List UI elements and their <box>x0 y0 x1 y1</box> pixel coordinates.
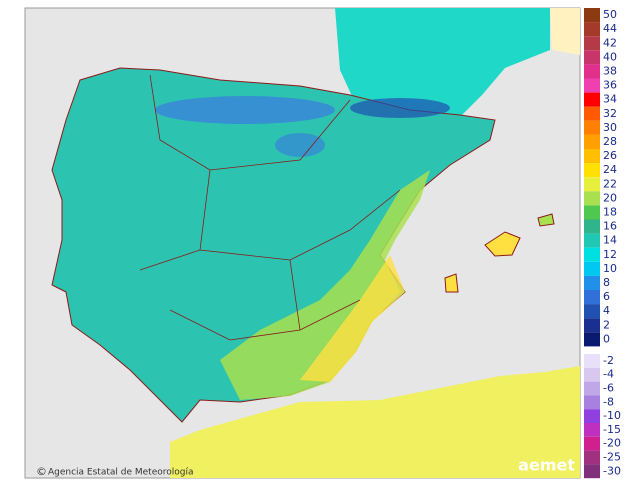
legend-swatch <box>584 191 600 206</box>
legend-swatch <box>584 64 600 79</box>
island <box>484 231 521 257</box>
legend-label: 28 <box>603 135 617 148</box>
legend-label: 34 <box>603 93 617 106</box>
legend-label: -10 <box>603 409 621 422</box>
legend-label: 38 <box>603 64 617 77</box>
credit: Agencia Estatal de Meteorología <box>48 468 194 478</box>
legend-swatch <box>584 163 600 178</box>
border-line <box>139 74 401 341</box>
mountain-cold <box>275 133 325 157</box>
legend-label: -6 <box>603 382 614 395</box>
legend-label: 6 <box>603 290 610 303</box>
credit-icon: © <box>36 465 47 478</box>
legend-label: -15 <box>603 423 621 436</box>
legend-label: 40 <box>603 50 617 63</box>
legend-swatch <box>584 22 600 37</box>
logo: aemet <box>518 456 575 475</box>
legend-label: 0 <box>603 332 610 345</box>
legend-swatch <box>584 261 600 276</box>
legend-swatch <box>584 464 600 479</box>
legend-swatch <box>584 8 600 23</box>
legend-label: 12 <box>603 248 617 261</box>
legend-label: -25 <box>603 451 621 464</box>
legend-label: 18 <box>603 205 617 218</box>
legend-label: -20 <box>603 437 621 450</box>
legend-label: 22 <box>603 177 617 190</box>
legend-swatch <box>584 177 600 192</box>
legend-label: 8 <box>603 276 610 289</box>
legend-swatch <box>584 50 600 65</box>
corner-land <box>550 8 580 55</box>
mountain-cold <box>155 96 335 124</box>
island <box>444 273 459 293</box>
legend-swatch <box>584 247 600 262</box>
legend-label: 10 <box>603 262 617 275</box>
legend-swatch <box>584 134 600 149</box>
legend-swatch <box>584 381 600 396</box>
legend-swatch <box>584 436 600 451</box>
legend-swatch <box>584 233 600 248</box>
legend-swatch <box>584 290 600 305</box>
legend-label: 32 <box>603 107 617 120</box>
legend-swatch <box>584 106 600 121</box>
legend-swatch <box>584 332 600 347</box>
legend-swatch <box>584 318 600 333</box>
legend-swatch <box>584 36 600 51</box>
legend-label: 50 <box>603 8 617 21</box>
legend-label: 4 <box>603 304 610 317</box>
legend-label: 2 <box>603 318 610 331</box>
island <box>537 213 555 227</box>
legend-label: 42 <box>603 36 617 49</box>
legend: 5044424038363432302826242220181614121086… <box>584 8 621 479</box>
coast-hot <box>300 255 405 382</box>
legend-label: -4 <box>603 368 614 381</box>
legend-swatch <box>584 395 600 410</box>
legend-swatch <box>584 149 600 164</box>
legend-label: 16 <box>603 220 617 233</box>
legend-swatch <box>584 92 600 107</box>
legend-label: 20 <box>603 191 617 204</box>
legend-label: 24 <box>603 163 617 176</box>
legend-swatch <box>584 78 600 93</box>
legend-swatch <box>584 275 600 290</box>
legend-swatch <box>584 423 600 437</box>
africa <box>170 366 580 478</box>
legend-label: 36 <box>603 79 617 92</box>
france <box>335 8 550 115</box>
legend-label: 14 <box>603 234 617 247</box>
legend-label: 26 <box>603 149 617 162</box>
legend-swatch <box>584 354 600 368</box>
legend-swatch <box>584 367 600 382</box>
legend-swatch <box>584 450 600 465</box>
legend-swatch <box>584 219 600 234</box>
legend-swatch <box>584 304 600 319</box>
legend-label: -30 <box>603 464 621 477</box>
legend-label: 44 <box>603 22 617 35</box>
legend-label: -2 <box>603 354 614 367</box>
legend-swatch <box>584 409 600 423</box>
coast-warm <box>220 170 430 400</box>
legend-swatch <box>584 205 600 220</box>
legend-label: 30 <box>603 121 617 134</box>
pyrenees-cold <box>350 98 450 118</box>
legend-label: -8 <box>603 395 614 408</box>
region-borders <box>139 74 401 341</box>
legend-swatch <box>584 120 600 135</box>
